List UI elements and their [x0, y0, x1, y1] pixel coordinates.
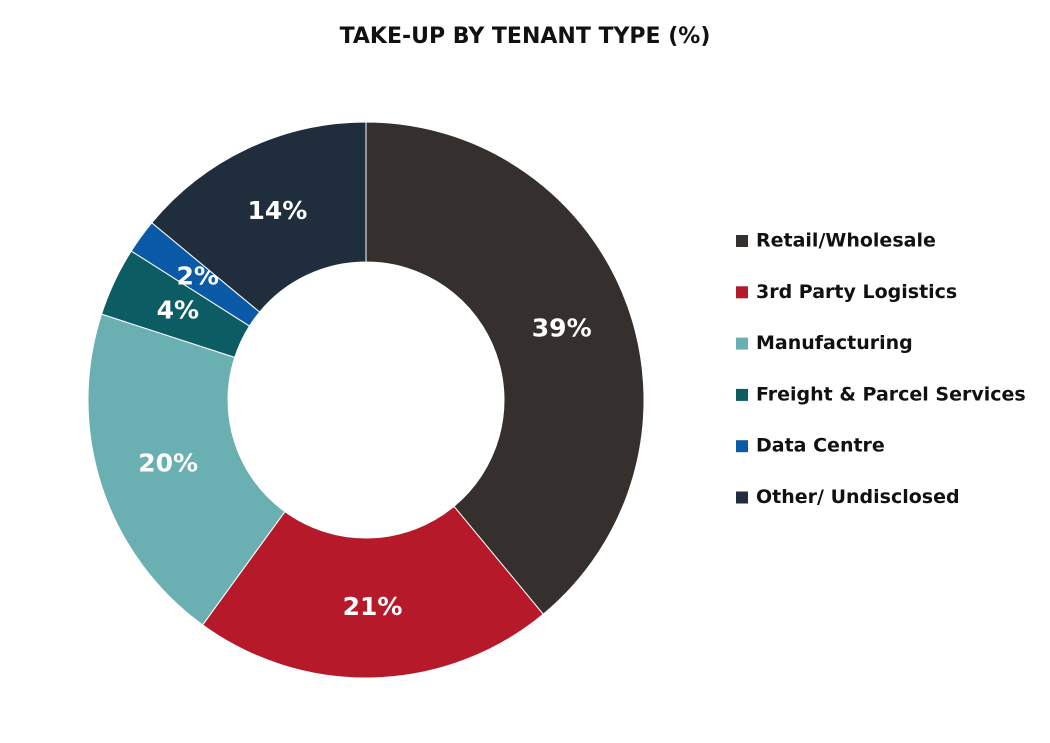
donut-slice — [201, 505, 544, 679]
legend-swatch — [736, 235, 748, 247]
legend-label: Other/ Undisclosed — [756, 486, 960, 508]
chart-title: TAKE-UP BY TENANT TYPE (%) — [340, 24, 711, 49]
legend-label: Retail/Wholesale — [756, 230, 936, 252]
value-label: 20% — [138, 448, 198, 477]
legend-swatch — [736, 337, 748, 350]
legend-swatch — [736, 286, 748, 299]
value-label: 39% — [532, 314, 592, 343]
donut-slice — [365, 121, 645, 615]
legend-label: 3rd Party Logistics — [756, 281, 957, 303]
legend-label: Freight & Parcel Services — [756, 383, 1026, 405]
legend-label: Manufacturing — [756, 332, 913, 354]
value-label: 4% — [157, 295, 199, 324]
legend-swatch — [736, 440, 748, 453]
legend-swatch — [736, 491, 748, 504]
value-label: 21% — [343, 592, 403, 621]
donut-slice — [151, 121, 367, 313]
donut-slice — [87, 313, 286, 626]
value-label: 14% — [248, 196, 308, 225]
legend-swatch — [736, 388, 748, 401]
legend-label: Data Centre — [756, 435, 885, 457]
